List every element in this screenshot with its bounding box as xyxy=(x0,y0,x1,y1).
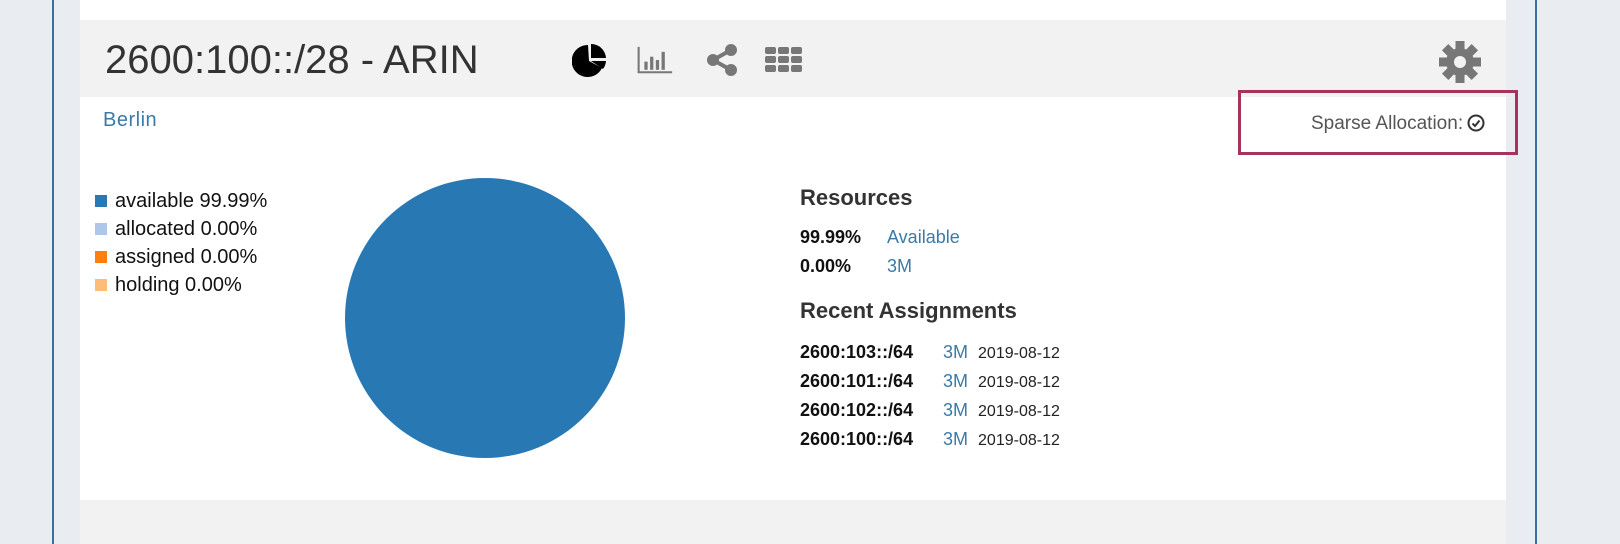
assignment-prefix[interactable]: 2600:102::/64 xyxy=(800,400,914,420)
assignment-prefix[interactable]: 2600:103::/64 xyxy=(800,342,914,362)
assignment-org-link[interactable]: 3M xyxy=(943,371,969,391)
resource-link[interactable]: Available xyxy=(887,227,960,247)
location-link[interactable]: Berlin xyxy=(103,109,158,131)
assignment-date: 2019-08-12 xyxy=(978,374,1060,391)
assignment-prefix[interactable]: 2600:101::/64 xyxy=(800,371,914,391)
assignment-date: 2019-08-12 xyxy=(978,345,1060,362)
legend-swatch xyxy=(95,279,107,291)
gear-icon[interactable] xyxy=(1438,40,1482,84)
prefix-panel: 2600:100::/28 - ARIN Berlin Sparse Alloc… xyxy=(80,0,1518,544)
legend-label: available 99.99% xyxy=(115,190,268,212)
sparse-allocation-label: Sparse Allocation: xyxy=(1311,113,1464,134)
recent-assignments-heading: Recent Assignments xyxy=(800,298,1017,323)
legend-swatch xyxy=(95,195,107,207)
legend-swatch xyxy=(95,251,107,263)
resource-row: 0.00% 3M xyxy=(800,256,1060,285)
assignment-org-link[interactable]: 3M xyxy=(943,429,969,449)
assignment-row: 2600:101::/64 3M 2019-08-12 xyxy=(800,371,1060,400)
legend-label: holding 0.00% xyxy=(115,274,242,296)
resources-heading: Resources xyxy=(800,185,913,210)
panel-header: 2600:100::/28 - ARIN xyxy=(80,20,1506,97)
resource-link[interactable]: 3M xyxy=(887,256,913,276)
legend-swatch xyxy=(95,223,107,235)
assignment-row: 2600:102::/64 3M 2019-08-12 xyxy=(800,400,1060,429)
resources-section: Resources 99.99% Available 0.00% 3M Recent… xyxy=(800,185,1060,458)
pie-chart-icon[interactable] xyxy=(572,42,608,78)
legend-item: assigned 0.00% xyxy=(95,243,267,271)
assignment-row: 2600:100::/64 3M 2019-08-12 xyxy=(800,429,1060,458)
assignment-prefix[interactable]: 2600:100::/64 xyxy=(800,429,914,449)
sparse-allocation-indicator: Sparse Allocation: xyxy=(1238,90,1518,155)
legend-item: allocated 0.00% xyxy=(95,215,267,243)
legend-item: holding 0.00% xyxy=(95,271,267,299)
assignment-row: 2600:103::/64 3M 2019-08-12 xyxy=(800,342,1060,371)
resource-value: 99.99% xyxy=(800,227,862,247)
legend-label: allocated 0.00% xyxy=(115,218,258,240)
next-panel-header xyxy=(80,500,1506,544)
panel-title: 2600:100::/28 - ARIN xyxy=(105,38,479,82)
legend-label: assigned 0.00% xyxy=(115,246,258,268)
legend-item: available 99.99% xyxy=(95,187,267,215)
resource-value: 0.00% xyxy=(800,256,852,276)
resource-row: 99.99% Available xyxy=(800,227,1060,256)
pie-slice-available xyxy=(345,178,625,458)
assignment-org-link[interactable]: 3M xyxy=(943,342,969,362)
assignment-org-link[interactable]: 3M xyxy=(943,400,969,420)
bar-chart-icon[interactable] xyxy=(637,42,673,78)
chart-legend: available 99.99% allocated 0.00% assigned … xyxy=(95,187,267,299)
assignment-date: 2019-08-12 xyxy=(978,403,1060,420)
assignment-date: 2019-08-12 xyxy=(978,432,1060,449)
share-icon[interactable] xyxy=(704,42,740,78)
check-circle-icon xyxy=(1467,114,1485,132)
allocation-pie-chart xyxy=(345,178,625,458)
grid-icon[interactable] xyxy=(764,42,804,78)
